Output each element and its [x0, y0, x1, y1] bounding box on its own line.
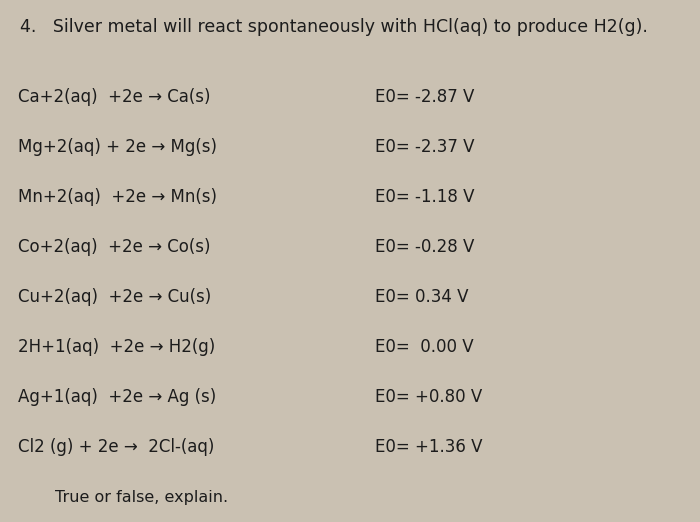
Text: 2H+1(aq)  +2e → H2(g): 2H+1(aq) +2e → H2(g): [18, 338, 216, 356]
Text: Ca+2(aq)  +2e → Ca(s): Ca+2(aq) +2e → Ca(s): [18, 88, 211, 106]
Text: E0= -2.37 V: E0= -2.37 V: [375, 138, 475, 156]
Text: Cl2 (g) + 2e →  2Cl-(aq): Cl2 (g) + 2e → 2Cl-(aq): [18, 438, 214, 456]
Text: E0= +1.36 V: E0= +1.36 V: [375, 438, 482, 456]
Text: E0= -0.28 V: E0= -0.28 V: [375, 238, 475, 256]
Text: E0= 0.34 V: E0= 0.34 V: [375, 288, 468, 306]
Text: E0=  0.00 V: E0= 0.00 V: [375, 338, 474, 356]
Text: Mn+2(aq)  +2e → Mn(s): Mn+2(aq) +2e → Mn(s): [18, 188, 217, 206]
Text: E0= +0.80 V: E0= +0.80 V: [375, 388, 482, 406]
Text: E0= -2.87 V: E0= -2.87 V: [375, 88, 475, 106]
Text: Cu+2(aq)  +2e → Cu(s): Cu+2(aq) +2e → Cu(s): [18, 288, 211, 306]
Text: E0= -1.18 V: E0= -1.18 V: [375, 188, 475, 206]
Text: Mg+2(aq) + 2e → Mg(s): Mg+2(aq) + 2e → Mg(s): [18, 138, 217, 156]
Text: Co+2(aq)  +2e → Co(s): Co+2(aq) +2e → Co(s): [18, 238, 211, 256]
Text: True or false, explain.: True or false, explain.: [55, 490, 228, 505]
Text: Ag+1(aq)  +2e → Ag (s): Ag+1(aq) +2e → Ag (s): [18, 388, 216, 406]
Text: 4.   Silver metal will react spontaneously with HCl(aq) to produce H2(g).: 4. Silver metal will react spontaneously…: [20, 18, 648, 36]
